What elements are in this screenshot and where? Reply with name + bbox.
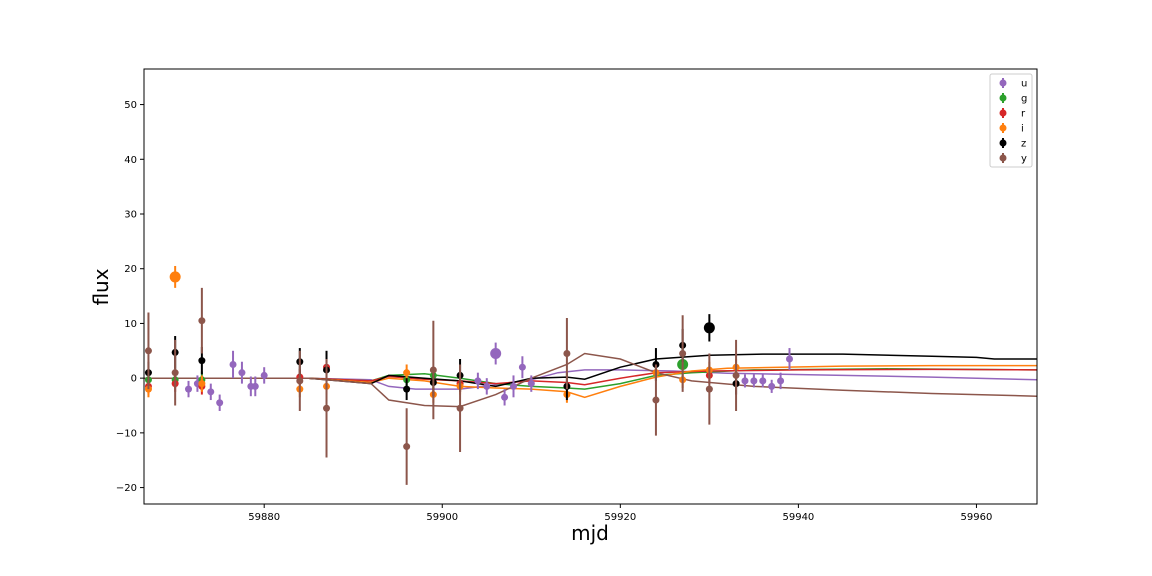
point-u	[483, 382, 491, 390]
y-tick-label: −10	[116, 428, 137, 439]
point-u	[750, 377, 758, 385]
legend-label-r: r	[1021, 109, 1026, 120]
point-z	[703, 322, 715, 334]
point-u	[741, 377, 749, 385]
point-u	[490, 348, 502, 360]
point-y	[429, 366, 437, 374]
point-y	[563, 350, 571, 358]
legend-label-y: y	[1021, 154, 1027, 165]
y-tick-label: 50	[124, 100, 137, 111]
x-axis-label: mjd	[571, 521, 609, 545]
point-u	[251, 382, 259, 390]
y-tick-label: 20	[124, 264, 137, 275]
point-u	[509, 382, 517, 390]
point-u	[768, 382, 776, 390]
point-y	[171, 369, 179, 377]
series-u	[185, 342, 793, 411]
point-y	[705, 385, 713, 393]
point-y	[198, 317, 206, 325]
point-y	[403, 443, 411, 451]
point-u	[238, 369, 246, 377]
point-i	[198, 380, 206, 388]
point-u	[527, 380, 535, 388]
legend-label-u: u	[1021, 79, 1027, 90]
y-tick-label: 10	[124, 319, 137, 330]
point-y	[323, 404, 331, 412]
point-u	[501, 393, 509, 401]
model-curve-u	[144, 369, 1038, 390]
point-y	[456, 404, 464, 412]
point-u	[777, 377, 785, 385]
point-z	[403, 385, 411, 393]
data-points	[144, 265, 793, 485]
point-u	[229, 360, 237, 368]
model-curve-z	[144, 353, 1037, 388]
point-u	[207, 388, 215, 396]
legend-label-i: i	[1021, 124, 1024, 135]
legend-marker-i	[999, 124, 1007, 132]
legend-marker-u	[999, 79, 1007, 87]
point-y	[679, 350, 687, 358]
x-tick-label: 59880	[248, 512, 280, 523]
plot-area	[144, 69, 1037, 504]
x-tick-label: 59900	[426, 512, 458, 523]
point-i	[403, 369, 411, 377]
point-u	[260, 371, 268, 379]
series-y	[144, 287, 740, 485]
x-tick-label: 59960	[961, 512, 993, 523]
point-y	[652, 396, 660, 404]
legend-marker-r	[999, 109, 1007, 117]
point-i	[169, 271, 181, 283]
point-u	[759, 377, 767, 385]
point-u	[216, 399, 224, 407]
point-y	[732, 371, 740, 379]
point-y	[296, 377, 304, 385]
y-tick-label: 0	[131, 374, 137, 385]
point-u	[185, 385, 193, 393]
legend-marker-z	[999, 139, 1007, 147]
plot-frame	[143, 68, 1038, 505]
point-u	[518, 363, 526, 371]
x-axis-ticks: 59880 59900 59920 59940 59960	[248, 504, 992, 523]
y-tick-label: 40	[124, 155, 137, 166]
y-tick-label: −20	[116, 483, 137, 494]
legend-label-g: g	[1021, 94, 1027, 105]
y-axis-ticks: −20 −10 0 10 20 30 40 50	[116, 100, 144, 494]
point-y	[144, 347, 152, 355]
legend-label-z: z	[1021, 139, 1026, 150]
legend-marker-y	[999, 154, 1007, 162]
y-tick-label: 30	[124, 210, 137, 221]
y-axis-label: flux	[89, 268, 113, 305]
x-tick-label: 59940	[782, 512, 814, 523]
x-tick-label: 59920	[604, 512, 636, 523]
legend-marker-g	[999, 94, 1007, 102]
point-u	[785, 355, 793, 363]
point-u	[474, 377, 482, 385]
point-z	[198, 357, 206, 365]
